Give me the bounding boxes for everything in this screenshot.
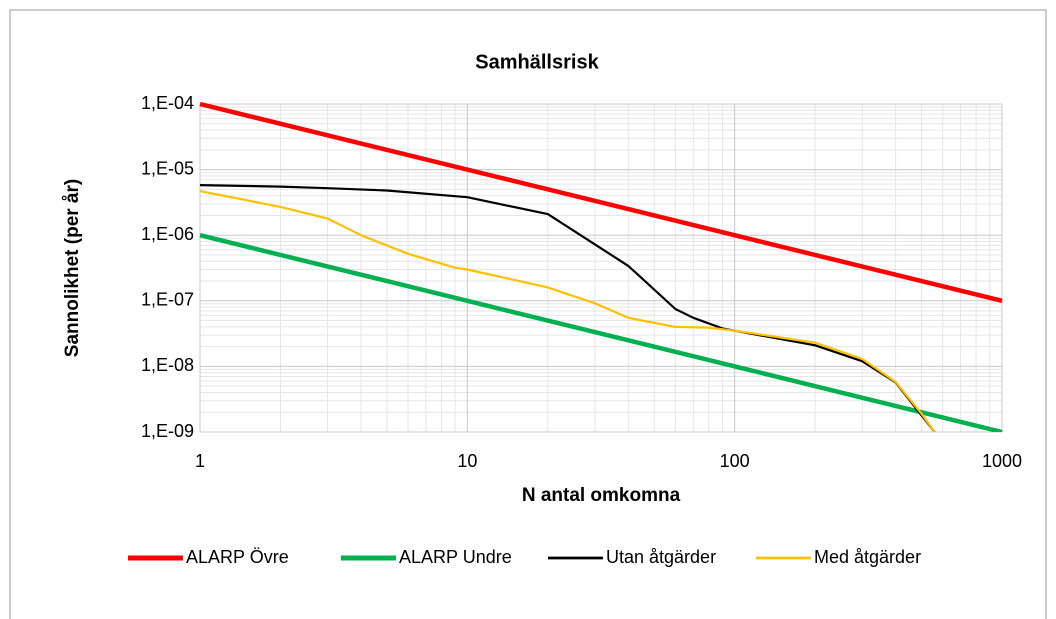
chart-title: Samhällsrisk xyxy=(475,51,599,73)
x-tick-label: 10 xyxy=(457,451,477,471)
series-line xyxy=(199,190,936,432)
y-tick-label: 1,E-05 xyxy=(141,158,194,178)
x-tick-label: 1000 xyxy=(982,451,1022,471)
x-tick-label: 1 xyxy=(195,451,205,471)
y-tick-label: 1,E-07 xyxy=(141,290,194,310)
series-line xyxy=(199,101,1003,303)
legend-label: Utan åtgärder xyxy=(606,547,716,567)
legend-label: ALARP Undre xyxy=(399,547,512,567)
legend-label: ALARP Övre xyxy=(186,547,289,567)
y-tick-label: 1,E-06 xyxy=(141,224,194,244)
y-tick-label: 1,E-08 xyxy=(141,355,194,375)
y-tick-label: 1,E-04 xyxy=(141,93,194,113)
series-line xyxy=(199,184,936,432)
y-tick-label: 1,E-09 xyxy=(141,421,194,441)
x-axis-title: N antal omkomna xyxy=(522,485,681,506)
y-axis-title: Sannolikhet (per år) xyxy=(62,179,83,357)
series-line xyxy=(199,233,1003,432)
legend-label: Med åtgärder xyxy=(814,547,921,567)
chart-border xyxy=(9,9,1047,619)
x-tick-label: 100 xyxy=(720,451,750,471)
